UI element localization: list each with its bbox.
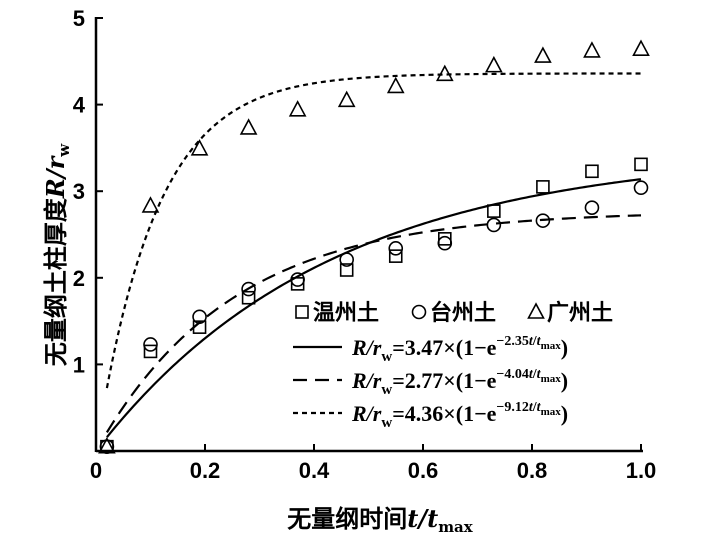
axes [94,17,643,453]
square-point [290,277,305,291]
x-tick-label: 1.0 [626,458,657,483]
triangle-point [288,100,307,117]
y-tick-label: 2 [73,266,85,291]
square-point [143,344,158,359]
triangle-point [534,46,552,63]
x-axis-title: 无量纲时间t/tmax [287,504,474,536]
legend-fit-equation: R/rw=4.36×(1−e−9.12t/tmax) [351,400,568,431]
triangle-point [190,139,209,156]
triangle-point [337,90,356,108]
data-points [98,39,650,454]
circle-point [339,252,355,267]
triangle-point [435,64,454,82]
triangle-point [632,39,650,56]
fit-curve-dashed [105,214,642,433]
y-axis-title: 无量纲土柱厚度R/rw [41,143,73,366]
fit-lines [105,72,642,438]
x-tick-label: 0 [90,458,102,483]
circle-point [437,235,453,251]
y-tick-label: 4 [73,93,86,118]
circle-point [584,200,600,215]
square-point [388,249,403,263]
triangle-point [141,196,160,213]
square-point [192,320,207,334]
legend-series-label: 温州土 [313,300,379,326]
triangle-point [386,76,405,94]
circle-point [143,337,158,352]
legend-fit-equation: R/rw=3.47×(1−e−2.35t/tmax) [351,334,568,365]
circle-point [633,180,649,196]
circle-point [290,272,305,287]
legend-series-label: 广州土 [547,300,613,326]
x-tick-label: 0.8 [517,458,548,483]
legend-circle-marker [411,304,427,320]
y-tick-label: 3 [73,179,85,204]
circle-point [192,309,207,325]
legend-series-label: 台州土 [430,300,496,326]
square-point [536,180,550,194]
legend: 温州土 台州土 广州土R/rw=3.47×(1−e−2.35t/tmax)R/rw=… [293,300,613,431]
x-tick-label: 0.2 [190,458,221,483]
circle-point [535,213,551,228]
square-point [585,164,599,179]
x-tick-label: 0.4 [299,458,330,483]
fit-curve-short-dashed [105,72,641,389]
circle-point [486,217,502,233]
x-tick-label: 0.6 [408,458,439,483]
circle-point [241,281,256,297]
circle-point [388,241,404,256]
triangle-point [583,41,601,58]
square-point [339,263,354,277]
y-ticks: 1 2 3 4 5 [73,6,103,377]
square-point [634,157,648,172]
legend-square-marker [295,305,309,319]
legend-triangle-marker [527,302,545,319]
y-tick-label: 5 [73,6,85,31]
triangle-point [485,55,503,73]
square-point [437,232,452,246]
triangle-point [239,118,258,135]
triangle-point [98,436,116,454]
y-tick-label: 1 [73,352,85,377]
legend-fit-equation: R/rw=2.77×(1−e−4.04t/tmax) [351,367,568,398]
square-point [487,204,501,218]
x-ticks: 0 0.2 0.4 0.6 0.8 1.0 [90,444,656,483]
square-point [241,290,256,305]
